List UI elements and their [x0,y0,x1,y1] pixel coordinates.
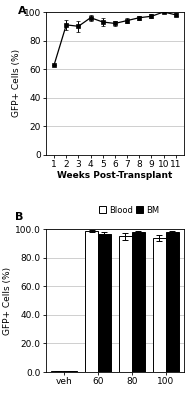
Bar [166,232,179,372]
Bar [51,371,64,372]
X-axis label: Weeks Post-Transplant: Weeks Post-Transplant [57,172,173,180]
Bar [153,238,166,372]
Bar [119,236,132,372]
Bar [85,231,98,372]
Text: A: A [18,6,26,16]
Legend: Blood, BM: Blood, BM [98,205,160,216]
Bar [132,232,145,372]
Text: B: B [15,212,23,222]
Bar [98,234,111,372]
Bar [64,371,77,372]
Y-axis label: GFP+ Cells (%): GFP+ Cells (%) [12,49,21,118]
Y-axis label: GFP+ Cells (%): GFP+ Cells (%) [3,266,12,335]
